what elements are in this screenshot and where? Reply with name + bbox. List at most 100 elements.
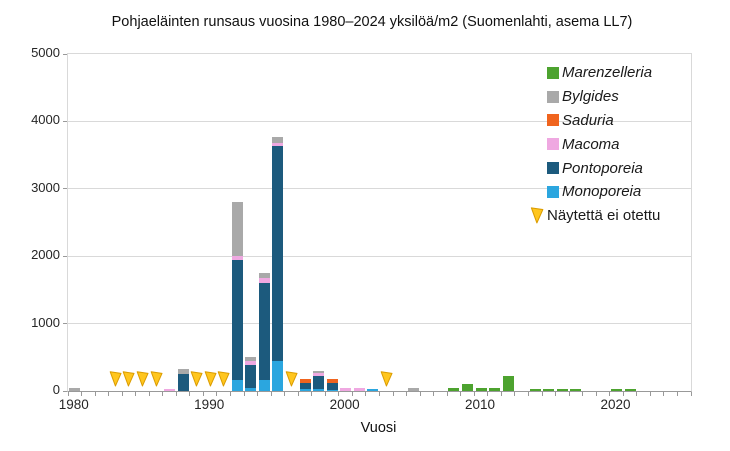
bar-1980-bylgides	[69, 388, 81, 391]
x-tick	[81, 392, 83, 396]
bar-1998-pontoporeia	[313, 375, 325, 389]
x-tick	[473, 392, 475, 396]
chart-title: Pohjaeläinten runsaus vuosina 1980–2024 …	[111, 14, 633, 30]
x-tick	[446, 392, 448, 396]
x-tick	[514, 392, 516, 396]
bar-1998-monoporeia	[313, 388, 325, 391]
bar-2021-marenzelleria	[624, 389, 636, 391]
x-tick	[365, 392, 367, 396]
y-tick-3000	[63, 188, 67, 190]
x-tick	[175, 392, 177, 396]
bar-2009-marenzelleria	[462, 384, 474, 391]
x-tick	[108, 392, 110, 396]
bar-1995-monoporeia	[272, 361, 284, 391]
x-tick-label-2000: 2000	[329, 397, 360, 412]
gridline-3000	[68, 188, 691, 190]
bar-2012-marenzelleria	[502, 375, 514, 391]
x-tick	[351, 392, 353, 396]
no-sample-flag-1983	[109, 371, 122, 387]
legend-swatch-marenzelleria	[547, 66, 559, 79]
x-tick	[622, 392, 624, 396]
x-tick-label-1990: 1990	[194, 397, 225, 412]
x-tick	[676, 392, 678, 396]
no-sample-flag-1989	[190, 371, 203, 387]
x-tick-label-2020: 2020	[600, 397, 631, 412]
bar-2005-bylgides	[407, 388, 419, 391]
no-sample-flag-1986	[150, 371, 163, 387]
bar-1994-pontoporeia	[258, 282, 270, 380]
y-tick-5000	[63, 53, 67, 55]
plot-area	[63, 53, 692, 396]
y-tick-4000	[63, 120, 67, 122]
y-tick-label-0: 0	[52, 382, 60, 397]
bar-1995-bylgides	[272, 136, 284, 143]
bar-1999-pontoporeia	[326, 382, 338, 390]
x-axis-title: Vuosi	[360, 420, 397, 436]
y-tick-label-1000: 1000	[31, 314, 60, 330]
x-tick	[487, 392, 489, 396]
bar-1992-monoporeia	[231, 380, 243, 391]
x-tick	[338, 392, 340, 396]
bar-1999-saduria	[326, 378, 338, 383]
x-tick	[284, 392, 286, 396]
legend: Marenzelleria Bylgides Saduria Macoma Pontop…	[530, 61, 705, 228]
bar-2010-marenzelleria	[475, 387, 487, 391]
legend-item-monoporeia: Monoporeia	[530, 180, 705, 204]
x-tick-label-1980: 1980	[58, 397, 89, 412]
gridline-2000	[68, 255, 691, 257]
y-tick-label-4000: 4000	[31, 112, 60, 128]
bar-1999-monoporeia	[326, 389, 338, 391]
y-tick-1000	[63, 323, 67, 325]
x-tick	[392, 392, 394, 396]
x-tick	[663, 392, 665, 396]
bar-1988-pontoporeia	[177, 374, 189, 391]
x-tick	[135, 392, 137, 396]
y-tick-label-5000: 5000	[31, 45, 60, 60]
legend-label-pontoporeia: Pontoporeia	[562, 159, 643, 177]
legend-label-monoporeia: Monoporeia	[562, 183, 642, 201]
bar-2008-marenzelleria	[448, 387, 460, 391]
bar-1993-macoma	[245, 361, 257, 365]
bar-1997-pontoporeia	[299, 382, 311, 390]
y-tick-label-2000: 2000	[31, 247, 60, 263]
x-tick	[324, 392, 326, 396]
y-tick-0	[63, 390, 67, 392]
bar-2017-marenzelleria	[570, 389, 582, 391]
bar-1997-saduria	[299, 378, 311, 383]
x-tick	[297, 392, 299, 396]
legend-label-bylgides: Bylgides	[562, 88, 619, 106]
bar-1994-bylgides	[258, 273, 270, 279]
legend-item-bylgides: Bylgides	[530, 85, 705, 109]
legend-swatch-macoma	[547, 138, 559, 151]
bar-1992-bylgides	[231, 202, 243, 256]
bar-1995-macoma	[272, 142, 284, 147]
x-tick	[379, 392, 380, 396]
x-tick	[243, 392, 245, 396]
bar-2014-marenzelleria	[529, 388, 541, 391]
y-tick-label-3000: 3000	[31, 179, 60, 195]
x-tick	[609, 392, 611, 396]
x-tick	[527, 392, 529, 396]
legend-item-pontoporeia: Pontoporeia	[530, 156, 705, 180]
no-sample-flag-icon	[530, 207, 544, 224]
legend-label-macoma: Macoma	[562, 135, 620, 153]
bar-1992-pontoporeia	[231, 259, 243, 381]
no-sample-flag-1985	[136, 371, 149, 387]
bar-2001-macoma	[353, 387, 365, 391]
x-tick	[230, 392, 232, 396]
bar-2000-macoma	[340, 388, 352, 391]
bar-2016-marenzelleria	[556, 388, 568, 391]
gridline-4000	[68, 120, 691, 122]
bar-1992-macoma	[231, 255, 243, 260]
bar-1988-bylgides	[177, 369, 189, 375]
bar-1998-macoma	[313, 373, 325, 376]
x-tick	[189, 392, 191, 396]
x-tick	[202, 392, 204, 396]
no-sample-flag-1984	[122, 371, 135, 387]
legend-label-no-sample: Näytettä ei otettu	[547, 207, 661, 225]
gridline-1000	[68, 323, 691, 325]
legend-item-saduria: Saduria	[530, 109, 705, 133]
x-tick-label-2010: 2010	[465, 397, 496, 412]
x-tick	[555, 392, 557, 396]
legend-item-no-sample: Näytettä ei otettu	[530, 204, 705, 228]
